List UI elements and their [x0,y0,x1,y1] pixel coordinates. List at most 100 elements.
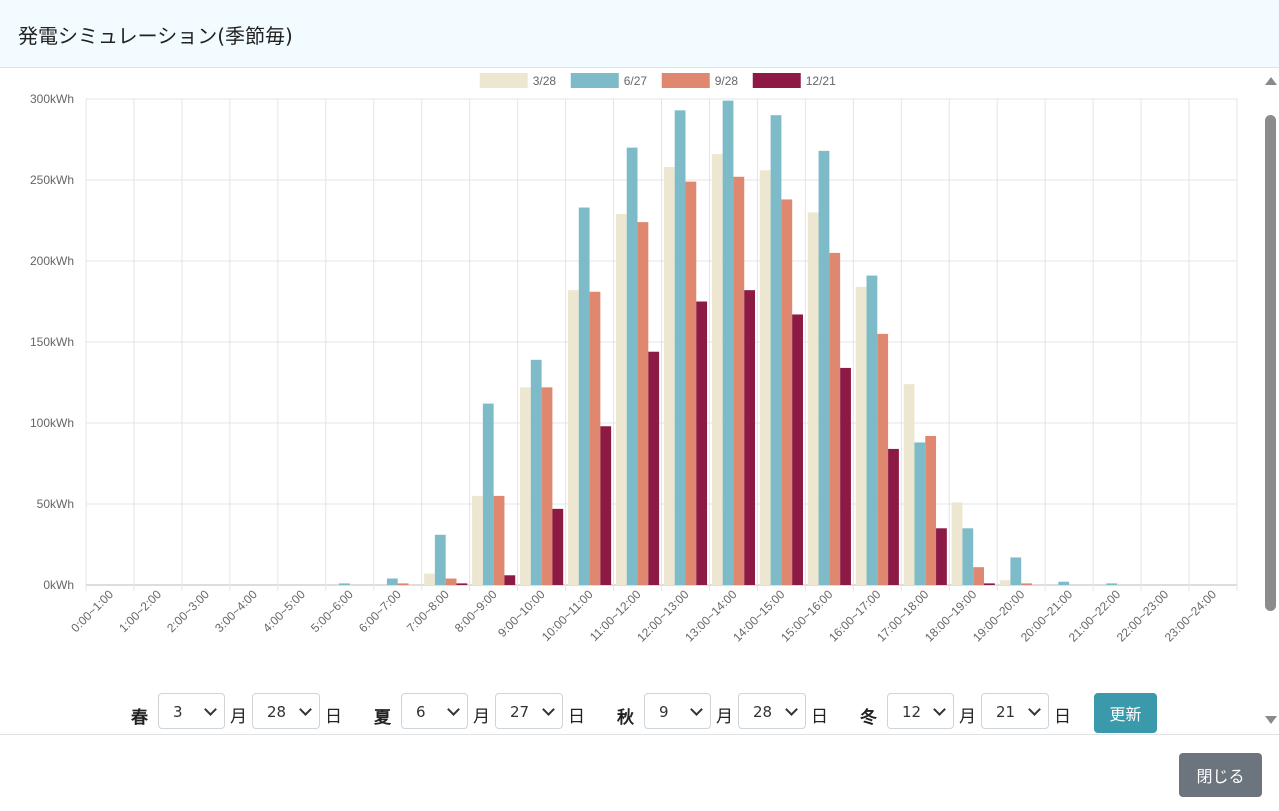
bar [504,575,516,585]
month-unit: 月 [473,707,490,727]
modal-header: 発電シミュレーション(季節毎) [0,0,1279,68]
autumn-day-select[interactable]: 28 [738,693,806,729]
chevron-down-icon [542,703,555,716]
bar [386,578,398,585]
legend-swatch [752,73,801,88]
bar [615,214,627,585]
bar [589,291,601,585]
bar [696,301,708,585]
chevron-down-icon [299,703,312,716]
bar [903,384,915,585]
bar [925,435,937,585]
close-button[interactable]: 閉じる [1179,753,1262,797]
bar [663,167,675,585]
y-tick-label: 50kWh [37,497,74,511]
legend-label: 6/27 [624,74,648,88]
x-tick-label: 4:00~5:00 [260,587,308,635]
bar [685,181,697,585]
bar [951,502,963,585]
summer-label: 夏 [374,708,391,728]
legend-label: 12/21 [806,74,836,88]
x-tick-label: 8:00~9:00 [452,587,500,635]
bar [648,351,660,585]
x-tick-label: 1:00~2:00 [116,587,164,635]
legend-swatch [479,73,528,88]
bar [818,150,830,585]
bar [984,583,995,585]
bar [759,170,771,585]
bar [914,442,926,585]
day-unit: 日 [1054,707,1071,727]
bar [530,359,542,585]
month-unit: 月 [959,707,976,727]
vertical-scrollbar[interactable] [1262,69,1279,734]
bar [936,528,947,585]
bar [626,147,638,585]
bar [424,573,435,585]
bar [520,387,531,585]
bar [493,495,505,585]
winter-month-select[interactable]: 12 [887,693,954,729]
y-tick-label: 250kWh [30,173,74,187]
bar [962,528,974,585]
x-tick-label: 6:00~7:00 [356,587,404,635]
bar [541,387,553,585]
spring-month-select[interactable]: 3 [158,693,225,729]
power-generation-chart: 0kWh 50kWh 100kWh 150kWh 200kWh 250kWh 300kWh 0… [30,73,1238,645]
bar [578,207,590,586]
bar [1010,557,1022,585]
bar [866,275,878,585]
chevron-down-icon [785,703,798,716]
x-tick-label: 23:00~24:00 [1162,587,1220,645]
spring-label: 春 [131,708,148,728]
update-button[interactable]: 更新 [1094,693,1157,733]
bar [722,100,734,586]
bar [973,567,985,585]
bar [781,199,793,585]
day-unit: 日 [568,707,585,727]
y-tick-label: 150kWh [30,335,74,349]
bar [482,403,494,585]
bar [338,583,350,585]
bar [637,222,649,585]
bar [600,426,612,585]
scroll-thumb[interactable] [1265,115,1276,611]
y-tick-label: 0kWh [43,578,74,592]
bar [434,534,446,585]
bar [888,448,899,585]
chevron-down-icon [933,703,946,716]
summer-month-select[interactable]: 6 [401,693,468,729]
bar [829,252,841,585]
scroll-down-icon[interactable] [1265,716,1277,724]
bar [840,367,851,585]
legend-swatch [570,73,619,88]
x-tick-label: 0:00~1:00 [68,587,116,635]
legend-label: 3/28 [533,74,557,88]
season-date-controls: 春 3 月 28 日 夏 6 月 27 日 秋 9 月 28 日 冬 12 月 … [0,693,1262,733]
chevron-down-icon [1028,703,1041,716]
winter-day-select[interactable]: 21 [981,693,1049,729]
bar [1058,581,1070,585]
scroll-up-icon[interactable] [1265,77,1277,85]
month-unit: 月 [230,707,247,727]
bar [472,495,483,585]
day-unit: 日 [811,707,828,727]
bar [711,154,723,585]
winter-label: 冬 [860,708,877,728]
bar [807,212,819,585]
modal-footer: 閉じる [0,734,1279,811]
x-tick-label: 2:00~3:00 [164,587,212,635]
y-tick-label: 300kWh [30,92,74,106]
chevron-down-icon [204,703,217,716]
y-tick-label: 200kWh [30,254,74,268]
y-tick-label: 100kWh [30,416,74,430]
summer-day-select[interactable]: 27 [495,693,563,729]
x-tick-label: 7:00~8:00 [404,587,452,635]
spring-day-select[interactable]: 28 [252,693,320,729]
bar [445,578,457,585]
bar [456,583,468,585]
bar [674,110,686,585]
autumn-month-select[interactable]: 9 [644,693,711,729]
bar [744,290,756,585]
x-tick-label: 3:00~4:00 [212,587,260,635]
